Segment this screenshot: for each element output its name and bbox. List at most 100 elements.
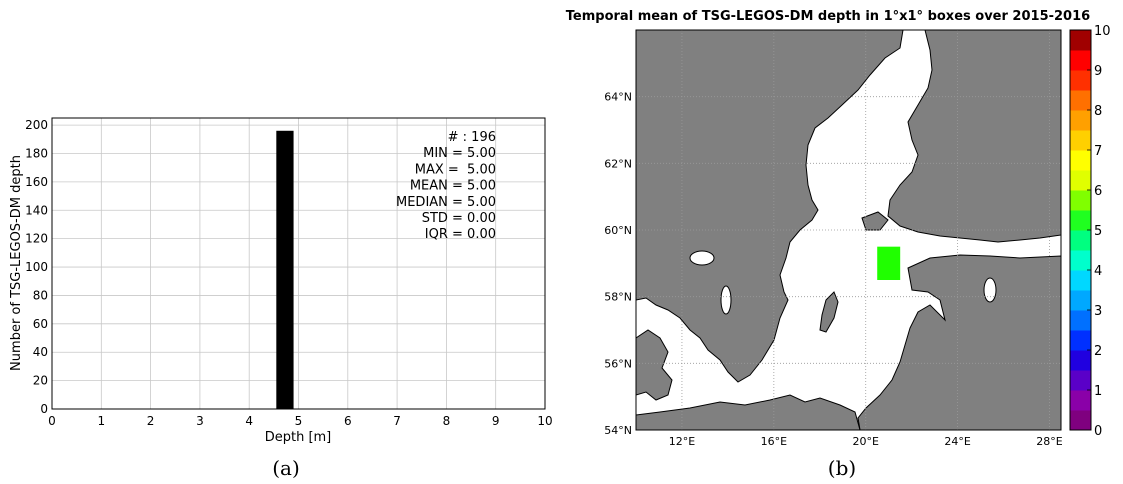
lake-peipus (983, 277, 997, 303)
colorbar-segment (1070, 150, 1091, 171)
colorbar-segment (1070, 190, 1091, 211)
colorbar-segment (1070, 30, 1091, 51)
colorbar-segment (1070, 170, 1091, 191)
colorbar-segment (1070, 90, 1091, 111)
colorbar-segment (1070, 330, 1091, 351)
colorbar-segment (1070, 350, 1091, 371)
colorbar-segment (1070, 230, 1091, 251)
colorbar-segment (1070, 130, 1091, 151)
colorbar-tick-label: 6 (1094, 184, 1102, 199)
longitude-label: 20°E (853, 435, 879, 448)
latitude-label: 54°N (604, 424, 632, 437)
colorbar-tick-label: 3 (1094, 304, 1102, 319)
histogram-frame (51, 117, 546, 410)
latitude-label: 58°N (604, 291, 632, 304)
histogram-panel: 0 1 2 3 4 5 6 7 8 9 10 0 20 40 60 80 100 120 140 160 180 200… (9, 117, 553, 445)
y-axis-label: Number of TSG-LEGOS-DM depth (9, 155, 24, 371)
stat-line: IQR = 0.00 (425, 227, 496, 242)
colorbar-tick-label: 5 (1094, 224, 1102, 239)
stat-line: MEAN = 5.00 (410, 179, 496, 194)
y-tick-label: 20 (33, 374, 48, 388)
colorbar-segment (1070, 210, 1091, 231)
stat-line: STD = 0.00 (422, 211, 496, 226)
x-axis-label: Depth [m] (265, 430, 332, 445)
colorbar-segment (1070, 370, 1091, 391)
colorbar-segment (1070, 110, 1091, 131)
latitude-label: 56°N (604, 357, 632, 370)
latitude-labels: 54°N 56°N 58°N 60°N 62°N 64°N (604, 91, 632, 437)
y-tick-label: 60 (33, 317, 48, 331)
x-tick-label: 9 (492, 414, 500, 428)
longitude-label: 16°E (761, 435, 787, 448)
y-tick-label: 40 (33, 345, 48, 359)
stat-line: # : 196 (448, 130, 496, 145)
y-tick-label: 120 (25, 232, 48, 246)
x-tick-label: 0 (48, 414, 56, 428)
colorbar-segment (1070, 270, 1091, 291)
data-cell (877, 246, 901, 280)
caption-b: (b) (828, 456, 856, 480)
lake-vanern (689, 250, 715, 266)
land-germany-poland (636, 394, 861, 430)
longitude-label: 28°E (1036, 435, 1062, 448)
land-finland (887, 30, 1061, 243)
y-tick-label: 140 (25, 203, 48, 217)
longitude-label: 24°E (944, 435, 970, 448)
stat-line: MAX = 5.00 (415, 162, 496, 177)
colorbar-segment (1070, 290, 1091, 311)
colorbar-tick-label: 2 (1094, 344, 1102, 359)
colorbar-tick-label: 8 (1094, 104, 1102, 119)
colorbar (1069, 29, 1092, 431)
histogram-bar (276, 130, 294, 409)
y-tick-labels: 0 20 40 60 80 100 120 140 160 180 200 (25, 118, 48, 416)
x-tick-label: 7 (393, 414, 401, 428)
x-tick-label: 3 (196, 414, 204, 428)
colorbar-segment (1070, 310, 1091, 331)
colorbar-segment (1070, 410, 1091, 431)
map-title: Temporal mean of TSG-LEGOS-DM depth in 1… (566, 9, 1090, 24)
map-area (636, 30, 1061, 430)
y-tick-label: 160 (25, 175, 48, 189)
colorbar-tick-label: 7 (1094, 144, 1102, 159)
colorbar-tick-label: 10 (1094, 24, 1111, 39)
colorbar-segment (1070, 50, 1091, 71)
y-tick-label: 100 (25, 260, 48, 274)
y-tick-label: 200 (25, 118, 48, 132)
y-tick-label: 180 (25, 146, 48, 160)
map-gridlines (636, 30, 1061, 430)
x-tick-label: 1 (97, 414, 105, 428)
stat-line: MEDIAN = 5.00 (396, 195, 496, 210)
colorbar-tick-label: 4 (1094, 264, 1102, 279)
colorbar-segment (1070, 390, 1091, 411)
colorbar-tick-label: 9 (1094, 64, 1102, 79)
longitude-label: 12°E (669, 435, 695, 448)
map-panel: Temporal mean of TSG-LEGOS-DM depth in 1… (566, 9, 1111, 448)
colorbar-tick-label: 0 (1094, 424, 1102, 439)
land-gotland (819, 291, 839, 333)
land-scandinavia (636, 30, 904, 383)
colorbar-segment (1070, 70, 1091, 91)
longitude-labels: 12°E 16°E 20°E 24°E 28°E (669, 435, 1063, 448)
histogram-bars (276, 130, 294, 409)
stat-line: MIN = 5.00 (423, 146, 496, 161)
x-tick-label: 6 (344, 414, 352, 428)
x-tick-label: 4 (245, 414, 253, 428)
x-tick-labels: 0 1 2 3 4 5 6 7 8 9 10 (48, 414, 552, 428)
y-tick-label: 0 (40, 402, 48, 416)
map-frame (635, 29, 1062, 431)
x-tick-label: 10 (537, 414, 552, 428)
x-tick-label: 8 (443, 414, 451, 428)
land-denmark (636, 329, 673, 401)
colorbar-segment (1070, 250, 1091, 271)
x-tick-label: 2 (147, 414, 155, 428)
land-baltic-states (857, 254, 1061, 430)
y-tick-label: 80 (33, 288, 48, 302)
x-tick-label: 5 (295, 414, 303, 428)
latitude-label: 62°N (604, 157, 632, 170)
colorbar-tick-labels: 0 1 2 3 4 5 6 7 8 9 10 (1087, 24, 1111, 439)
latitude-label: 64°N (604, 91, 632, 104)
data-cells (877, 246, 901, 280)
caption-a: (a) (272, 456, 300, 480)
